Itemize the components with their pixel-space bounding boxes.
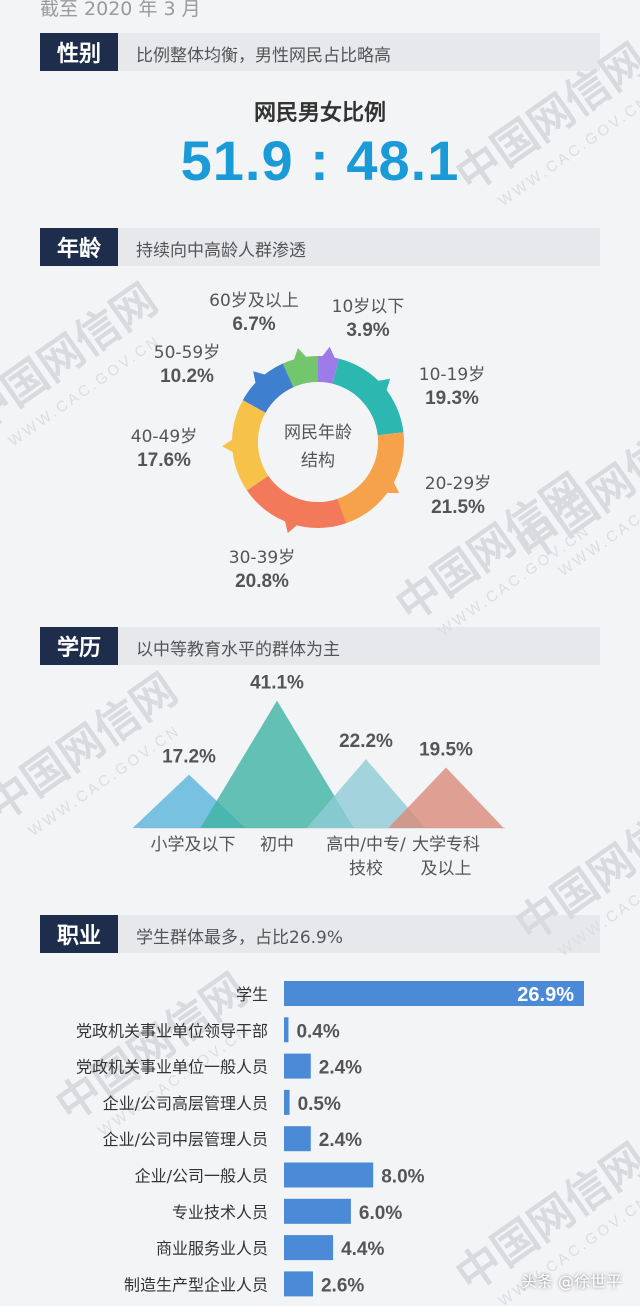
donut-pointer (321, 346, 336, 359)
bar-category-label: 党政机关事业单位领导干部 (76, 1021, 268, 1040)
section-desc-gender: 比例整体均衡，男性网民占比略高 (136, 46, 391, 66)
donut-center-label: 网民年龄 (284, 423, 352, 443)
bar-value-label: 2.4% (319, 1130, 362, 1151)
donut-pointer (293, 348, 307, 361)
bar-value-label: 4.4% (341, 1239, 384, 1260)
section-head-age: 年龄 持续向中高龄人群渗透 (40, 228, 600, 266)
gender-ratio-title: 网民男女比例 (253, 101, 386, 126)
bar-category-label: 企业/公司高层管理人员 (103, 1094, 268, 1113)
mountain-shape (388, 767, 504, 828)
donut-pointer (253, 371, 266, 385)
section-bar (118, 627, 600, 665)
mountain-shape (200, 700, 354, 828)
donut-slice (246, 475, 347, 528)
mountain-category-label: 及以上 (421, 859, 472, 879)
donut-category-label: 60岁及以上 (209, 291, 299, 311)
bar (284, 1089, 290, 1115)
donut-category-label: 40-49岁 (131, 427, 197, 447)
donut-hole (258, 382, 378, 502)
donut-category-label: 10-19岁 (419, 365, 485, 385)
bar (284, 1162, 374, 1188)
donut-category-label: 30-39岁 (229, 548, 295, 568)
bar (284, 1271, 313, 1297)
donut-category-label: 10岁以下 (332, 297, 405, 317)
bar-value-label: 26.9% (517, 984, 574, 1006)
bar-category-label: 专业技术人员 (172, 1203, 268, 1222)
section-head-occupation: 职业 学生群体最多，占比26.9% (40, 915, 600, 953)
bar-category-label: 商业服务业人员 (156, 1239, 268, 1258)
mountain-value-label: 17.2% (162, 747, 216, 768)
donut-value-label: 3.9% (346, 320, 389, 341)
donut-value-label: 21.5% (431, 497, 485, 518)
bar (284, 1126, 311, 1152)
donut-slice (337, 432, 404, 524)
section-tag-gender: 性别 (40, 33, 118, 71)
credit-text: 头条 @徐世平 (520, 1272, 622, 1291)
donut-slice (332, 358, 404, 436)
section-tag-occupation: 职业 (40, 915, 118, 953)
donut-value-label: 20.8% (235, 571, 289, 592)
donut-pointer (377, 378, 391, 392)
donut-category-label: 50-59岁 (154, 343, 220, 363)
section-desc-education: 以中等教育水平的群体为主 (136, 640, 340, 660)
donut-pointer (222, 438, 234, 453)
bar-value-label: 2.6% (321, 1275, 364, 1296)
mountain-category-label: 小学及以下 (151, 835, 236, 855)
section-bar (118, 228, 600, 266)
section-desc-occupation: 学生群体最多，占比26.9% (136, 928, 344, 948)
section-head-education: 学历 以中等教育水平的群体为主 (40, 627, 600, 665)
mountain-category-label: 大学专科 (412, 835, 480, 855)
bar-category-label: 党政机关事业单位一般人员 (76, 1058, 268, 1077)
education-mountain-chart: 17.2% 小学及以下 41.1% 初中 22.2% 高中/中专/技校 19.5% 大学专科及… (132, 673, 505, 879)
bar-value-label: 6.0% (359, 1203, 402, 1224)
section-bar (118, 915, 600, 953)
section-head-gender: 性别 比例整体均衡，男性网民占比略高 (40, 33, 600, 71)
mountain-category-label: 技校 (349, 859, 383, 879)
donut-center-label: 结构 (301, 451, 335, 471)
bar (284, 981, 584, 1006)
donut-slice (231, 400, 269, 491)
watermark-text: 中国网信网 (507, 784, 640, 952)
section-tag-education: 学历 (40, 627, 118, 665)
donut-slice (242, 363, 294, 413)
donut-value-label: 17.6% (137, 450, 191, 471)
donut-slice (318, 356, 339, 384)
mountain-category-label: 高中/中专/ (326, 835, 406, 855)
bar (284, 1053, 311, 1079)
bar-value-label: 2.4% (319, 1058, 362, 1079)
gender-ratio-value: 51.9 : 48.1 (180, 129, 460, 192)
donut-pointer (386, 481, 400, 494)
section-desc-age: 持续向中高龄人群渗透 (136, 241, 306, 261)
mountain-shape (306, 759, 426, 828)
donut-category-label: 20-29岁 (425, 474, 491, 494)
mountain-value-label: 41.1% (250, 673, 304, 694)
bar (284, 1235, 334, 1261)
donut-value-label: 19.3% (425, 388, 479, 409)
bar-value-label: 0.4% (296, 1021, 339, 1042)
donut-pointer (284, 520, 298, 534)
date-note: 截至 2020 年 3 月 (40, 0, 201, 20)
donut-value-label: 10.2% (160, 366, 214, 387)
section-tag-age: 年龄 (40, 228, 118, 266)
mountain-value-label: 19.5% (419, 740, 473, 761)
bar-category-label: 制造生产型企业人员 (124, 1275, 268, 1294)
bar-value-label: 8.0% (381, 1167, 424, 1188)
donut-slice (282, 356, 318, 388)
bar-category-label: 学生 (236, 985, 268, 1004)
mountain-value-label: 22.2% (339, 731, 393, 752)
section-bar (118, 33, 600, 71)
watermark-layer: 中国网信网WWW.CAC.GOV.CN中国网信网WWW.CAC.GOV.CN中国… (0, 34, 640, 1306)
bar (284, 1198, 351, 1224)
occupation-bar-chart: 学生 26.9% 党政机关事业单位领导干部 0.4% 党政机关事业单位一般人员 2.4% 企… (76, 981, 584, 1297)
donut-value-label: 6.7% (232, 314, 275, 335)
bar (284, 1017, 289, 1043)
bar-category-label: 企业/公司一般人员 (135, 1167, 268, 1186)
mountain-category-label: 初中 (260, 835, 294, 855)
bar-category-label: 企业/公司中层管理人员 (103, 1130, 268, 1149)
bar-value-label: 0.5% (298, 1094, 341, 1115)
